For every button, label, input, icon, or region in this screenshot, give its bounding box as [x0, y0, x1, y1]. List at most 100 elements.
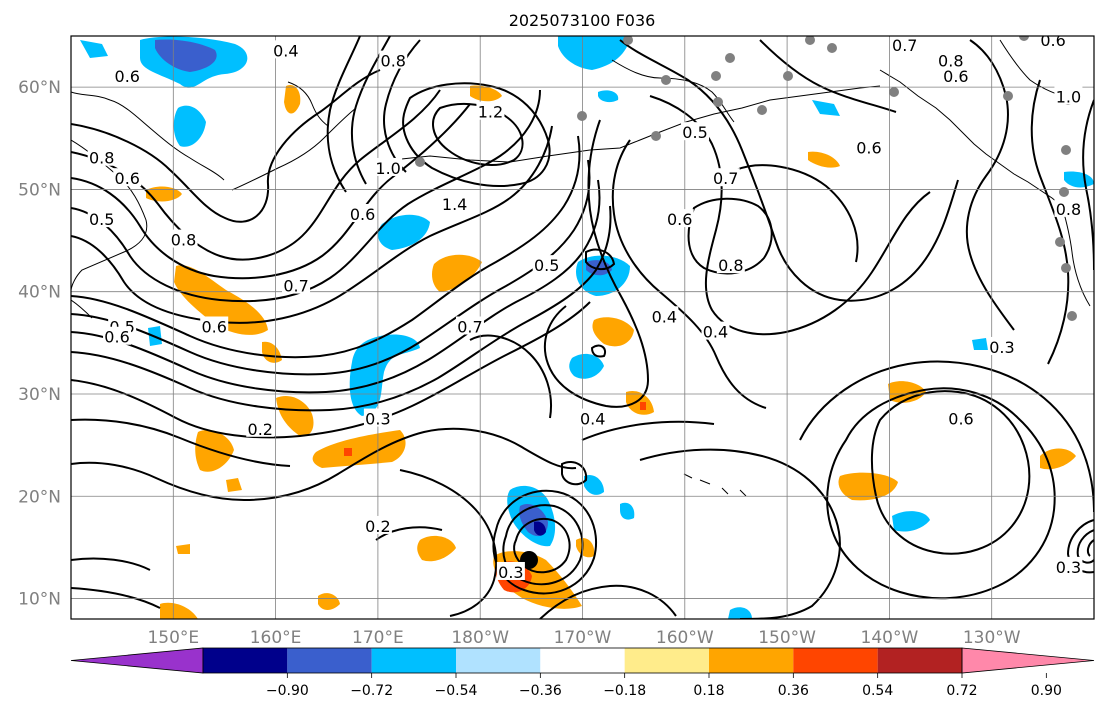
contour-label-bg: [987, 336, 1016, 355]
contour-label-bg: [947, 408, 976, 427]
contour-lines: [71, 36, 1094, 619]
contour-label-bg: [496, 561, 525, 580]
positive-anomaly-patch: [640, 402, 646, 410]
negative-anomaly-patch: [377, 214, 430, 250]
map-title: 2025073100 F036: [509, 11, 656, 30]
positive-anomaly-patch: [312, 430, 406, 468]
contour-label: 0.3: [365, 410, 390, 429]
colorbar-swatch: [793, 648, 878, 673]
map-frame: [70, 35, 1095, 620]
contour-label-bg: [374, 157, 403, 176]
contour-label-bg: [103, 326, 132, 345]
lon-tick-label: 180°W: [451, 628, 509, 648]
contour-label-bg: [890, 36, 919, 54]
lat-tick-label: 60°N: [18, 78, 61, 98]
positive-anomaly-patch: [160, 602, 198, 619]
contour-label-bg: [711, 168, 740, 187]
colorbar-swatch: [540, 648, 625, 673]
lon-tick-label: 170°E: [352, 628, 404, 648]
negative-anomaly-patch: [620, 502, 635, 520]
coastlines: [71, 39, 1091, 497]
colorbar-tick-label: −0.54: [435, 683, 478, 699]
contour-label: 0.4: [652, 307, 677, 326]
colorbar-swatch: [456, 648, 541, 673]
contour-label: 1.4: [442, 195, 467, 214]
shaded-anomalies: [80, 36, 1094, 619]
colorbar-extend-high: [961, 647, 1095, 674]
contour-label-bg: [854, 137, 883, 156]
contour-label-bg: [87, 209, 116, 228]
contour-label-bg: [363, 408, 392, 427]
contour-label-bg: [113, 65, 142, 84]
contour-label-bg: [379, 50, 408, 69]
contour-label: 0.3: [498, 563, 523, 582]
lon-axis: 150°E 160°E 170°E 180°W 170°W 160°W 150°W 140°W…: [147, 628, 1020, 648]
negative-anomaly-patch: [558, 36, 630, 70]
contour-label-bg: [282, 275, 311, 294]
colorbar-swatch: [877, 648, 962, 673]
positive-anomaly-patch: [344, 448, 352, 456]
contour-label-bg: [348, 203, 377, 222]
colorbar-swatch: [624, 648, 709, 673]
lon-tick-label: 150°W: [758, 628, 816, 648]
negative-anomaly-patch: [972, 338, 988, 350]
contour-label-bg: [650, 306, 679, 325]
contour-label-bg: [440, 193, 469, 212]
negative-anomaly-patch: [584, 474, 604, 495]
contour-label-bg: [1054, 556, 1083, 575]
contour-label: 0.6: [1040, 31, 1065, 50]
contour-label: 0.2: [365, 517, 390, 536]
colorbar-tick-label: −0.18: [603, 683, 646, 699]
contour-label: 0.8: [718, 256, 743, 275]
lon-tick-label: 130°W: [963, 628, 1021, 648]
negative-anomaly-patch: [812, 100, 840, 116]
contour-label-bg: [113, 168, 142, 187]
contour-label: 0.8: [1056, 200, 1081, 219]
positive-anomaly-patch: [417, 535, 456, 562]
contour-label: 0.6: [667, 210, 692, 229]
colorbar-swatch: [203, 648, 288, 673]
negative-anomaly-patch: [155, 39, 217, 72]
contour-label: 0.6: [943, 67, 968, 86]
colorbar-tick-label: −0.72: [350, 683, 393, 699]
contour-label: 0.6: [350, 205, 375, 224]
contour-label-bg: [936, 50, 965, 69]
colorbar-tick-label: 0.54: [862, 683, 893, 699]
lat-tick-label: 50°N: [18, 180, 61, 200]
contour-label-bg: [665, 209, 694, 228]
station-markers: [415, 36, 1077, 321]
contour-label-bg: [271, 40, 300, 59]
lon-tick-label: 160°E: [250, 628, 302, 648]
lat-tick-label: 10°N: [18, 590, 61, 610]
contour-label: 0.4: [703, 323, 728, 342]
colorbar-extend-low: [70, 647, 204, 674]
positive-anomaly-patch: [276, 395, 314, 437]
contour-label-bg: [455, 316, 484, 335]
positive-anomaly-patch: [226, 478, 242, 492]
lat-tick-label: 30°N: [18, 385, 61, 405]
contour-label-bg: [716, 255, 745, 274]
colorbar-tick-label: 0.36: [778, 683, 809, 699]
contour-label: 0.8: [171, 231, 196, 250]
negative-anomaly-patch: [728, 607, 752, 619]
negative-anomaly-patch: [173, 105, 206, 147]
colorbar-swatch: [371, 648, 456, 673]
contour-label: 0.6: [948, 410, 973, 429]
colorbar-frame: [202, 647, 963, 674]
contour-label-bg: [200, 316, 229, 335]
contour-label-bg: [476, 101, 505, 120]
negative-anomaly-patch: [80, 40, 108, 58]
lat-tick-label: 40°N: [18, 283, 61, 303]
contour-label-bg: [578, 408, 607, 427]
contour-label: 0.7: [892, 36, 917, 55]
contour-label-bg: [363, 515, 392, 534]
contour-label: 0.3: [989, 338, 1014, 357]
positive-anomaly-patch: [284, 84, 301, 114]
contour-label-bg: [1039, 36, 1068, 49]
map-content: 0.40.60.80.60.50.80.70.60.50.60.60.81.01…: [71, 31, 1094, 619]
colorbar-swatch: [287, 648, 372, 673]
positive-anomaly-patch: [576, 537, 595, 558]
contour-label: 0.6: [201, 318, 226, 337]
contour-label: 1.0: [1056, 87, 1081, 106]
